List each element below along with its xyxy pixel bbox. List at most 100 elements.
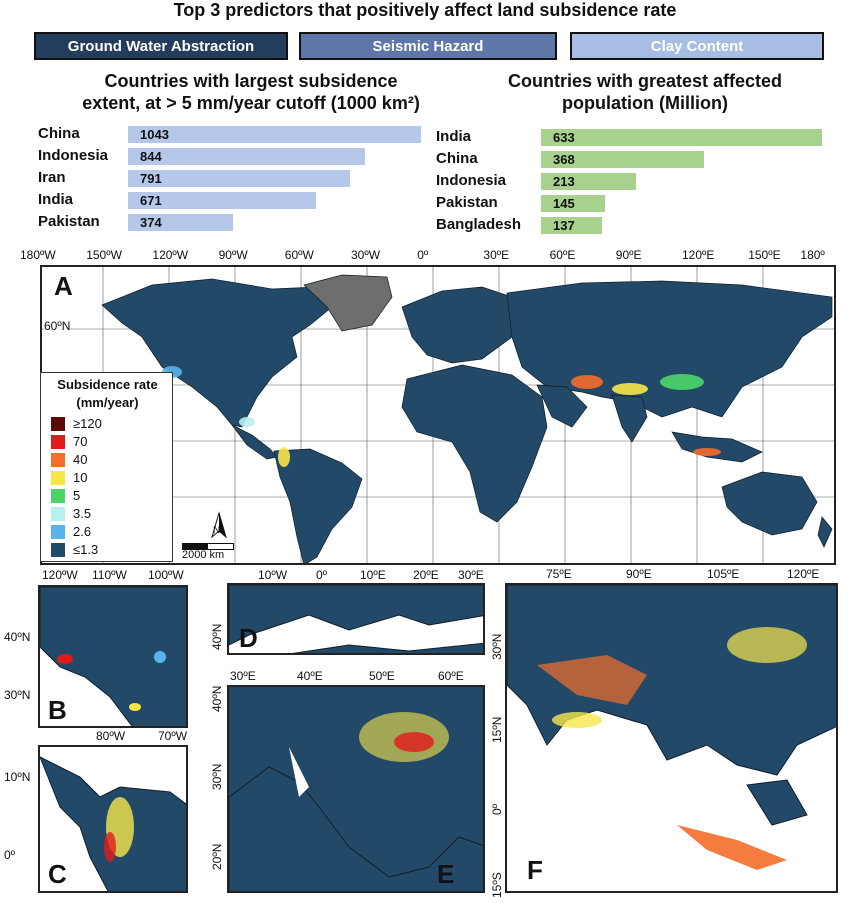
longitude-tick: 105ºE <box>707 567 740 581</box>
map-panel-c: C <box>38 745 188 893</box>
panel-b-map <box>40 587 186 726</box>
europe-landmass <box>401 286 513 364</box>
longitude-tick: 150ºE <box>748 248 781 262</box>
longitude-tick: 90ºW <box>218 248 248 262</box>
hotspot-indonesia <box>693 448 721 456</box>
latitude-tick: 15ºN <box>490 716 504 743</box>
extent-chart-title: Countries with largest subsidence extent… <box>36 70 466 114</box>
longitude-tick: 60ºE <box>438 669 464 683</box>
longitude-tick: 70ºW <box>158 729 188 743</box>
longitude-tick: 180ºW <box>20 248 56 262</box>
greenland-no-data <box>303 274 393 332</box>
population-title-line2: population (Million) <box>562 93 728 113</box>
longitude-tick: 110ºW <box>92 568 127 582</box>
longitude-tick: 75ºE <box>546 567 572 581</box>
bar-value-label: 137 <box>553 218 575 233</box>
latitude-tick: 20ºN <box>210 843 224 870</box>
longitude-tick: 40ºN <box>4 630 31 644</box>
latitude-tick: 30ºN <box>210 763 224 790</box>
panel-d-map <box>229 585 483 653</box>
longitude-tick: 150ºW <box>86 248 122 262</box>
longitude-tick: 180º <box>800 248 825 262</box>
south-america-landmass <box>273 448 363 563</box>
longitude-tick: 10ºE <box>360 568 386 582</box>
predictor-label: Clay Content <box>650 37 744 55</box>
bar-value-label: 213 <box>553 174 575 189</box>
longitude-tick: 40ºE <box>297 669 323 683</box>
legend-title-line2: (mm/year) <box>76 395 139 410</box>
longitude-tick: 30ºE <box>483 248 510 262</box>
longitude-tick: 30ºE <box>458 568 484 582</box>
bar <box>541 173 636 190</box>
panel-b-letter: B <box>48 695 67 725</box>
legend-label: 70 <box>73 434 88 449</box>
longitude-tick: 80ºW <box>96 729 126 743</box>
latitude-tick: 30ºN <box>490 633 504 660</box>
panel-e-letter: E <box>437 859 455 889</box>
legend-swatch <box>51 489 65 503</box>
bar <box>128 148 366 165</box>
latitude-tick: 40ºN <box>210 685 224 712</box>
bar-country-label: Bangladesh <box>436 216 522 233</box>
predictor-label: Ground Water Abstraction <box>67 37 255 55</box>
bar <box>128 214 234 231</box>
predictor-seismic-hazard: Seismic Hazard <box>299 32 557 60</box>
predictor-ground-water: Ground Water Abstraction <box>34 32 288 60</box>
panel-e-map <box>229 687 483 891</box>
bar <box>541 217 602 234</box>
map-panel-f: F <box>505 583 838 893</box>
hotspot-india <box>612 383 648 395</box>
bar-country-label: China <box>436 150 478 167</box>
latitude-tick: 40ºN <box>210 623 224 650</box>
map-panel-e: E <box>227 685 485 893</box>
latitude-tick: 60ºN <box>44 319 71 333</box>
longitude-tick: 100ºW <box>148 568 184 582</box>
subsidence-legend: Subsidence rate (mm/year) ≥120 70 40 10 5 3.5… <box>40 372 173 562</box>
scale-bar-label: 2000 km <box>182 549 225 561</box>
bar-value-label: 633 <box>553 130 575 145</box>
hotspot-andes <box>278 447 290 467</box>
extent-title-line1: Countries with largest subsidence <box>104 71 398 91</box>
arabia-landmass <box>536 384 588 428</box>
bar-value-label: 145 <box>553 196 575 211</box>
bar-country-label: India <box>38 191 74 208</box>
central-america-landmass <box>231 424 278 460</box>
legend-swatch <box>51 507 65 521</box>
legend-swatch <box>51 453 65 467</box>
predictor-clay-content: Clay Content <box>570 32 824 60</box>
bar <box>128 126 421 143</box>
bar-country-label: Iran <box>38 169 66 186</box>
africa-landmass <box>401 364 548 523</box>
latitude-tick: 0º <box>490 803 504 815</box>
longitude-tick: 0º <box>4 848 16 862</box>
longitude-tick: 120ºW <box>152 248 189 262</box>
bar-country-label: India <box>436 128 472 145</box>
longitude-tick: 60ºE <box>549 248 576 262</box>
legend-swatch <box>51 471 65 485</box>
bar-value-label: 368 <box>553 152 575 167</box>
legend-label: 5 <box>73 488 81 503</box>
bar-country-label: Indonesia <box>436 172 507 189</box>
longitude-tick: 20ºE <box>413 568 439 582</box>
longitude-tick: 50ºE <box>369 669 395 683</box>
panel-f-map <box>507 585 836 870</box>
legend-label: 40 <box>73 452 88 467</box>
new-zealand-landmass <box>817 516 833 548</box>
map-panel-b: B <box>38 585 188 728</box>
panel-c-map <box>40 756 186 891</box>
hotspot-mexico <box>239 417 255 427</box>
longitude-tick: 30ºE <box>230 669 256 683</box>
population-title-line1: Countries with greatest affected <box>507 71 783 91</box>
latitude-tick: 15ºS <box>490 872 504 898</box>
bar <box>128 192 317 209</box>
longitude-tick: 30ºW <box>351 248 381 262</box>
north-arrow-label: N <box>213 525 221 536</box>
legend-swatch <box>51 417 65 431</box>
bar-country-label: Indonesia <box>38 147 109 164</box>
longitude-tick: 90ºE <box>626 567 652 581</box>
longitude-tick: 60ºW <box>284 248 314 262</box>
bar <box>128 170 351 187</box>
panel-d-letter: D <box>239 623 258 653</box>
map-panel-d: D <box>227 583 485 655</box>
legend-label: ≥120 <box>73 416 102 431</box>
